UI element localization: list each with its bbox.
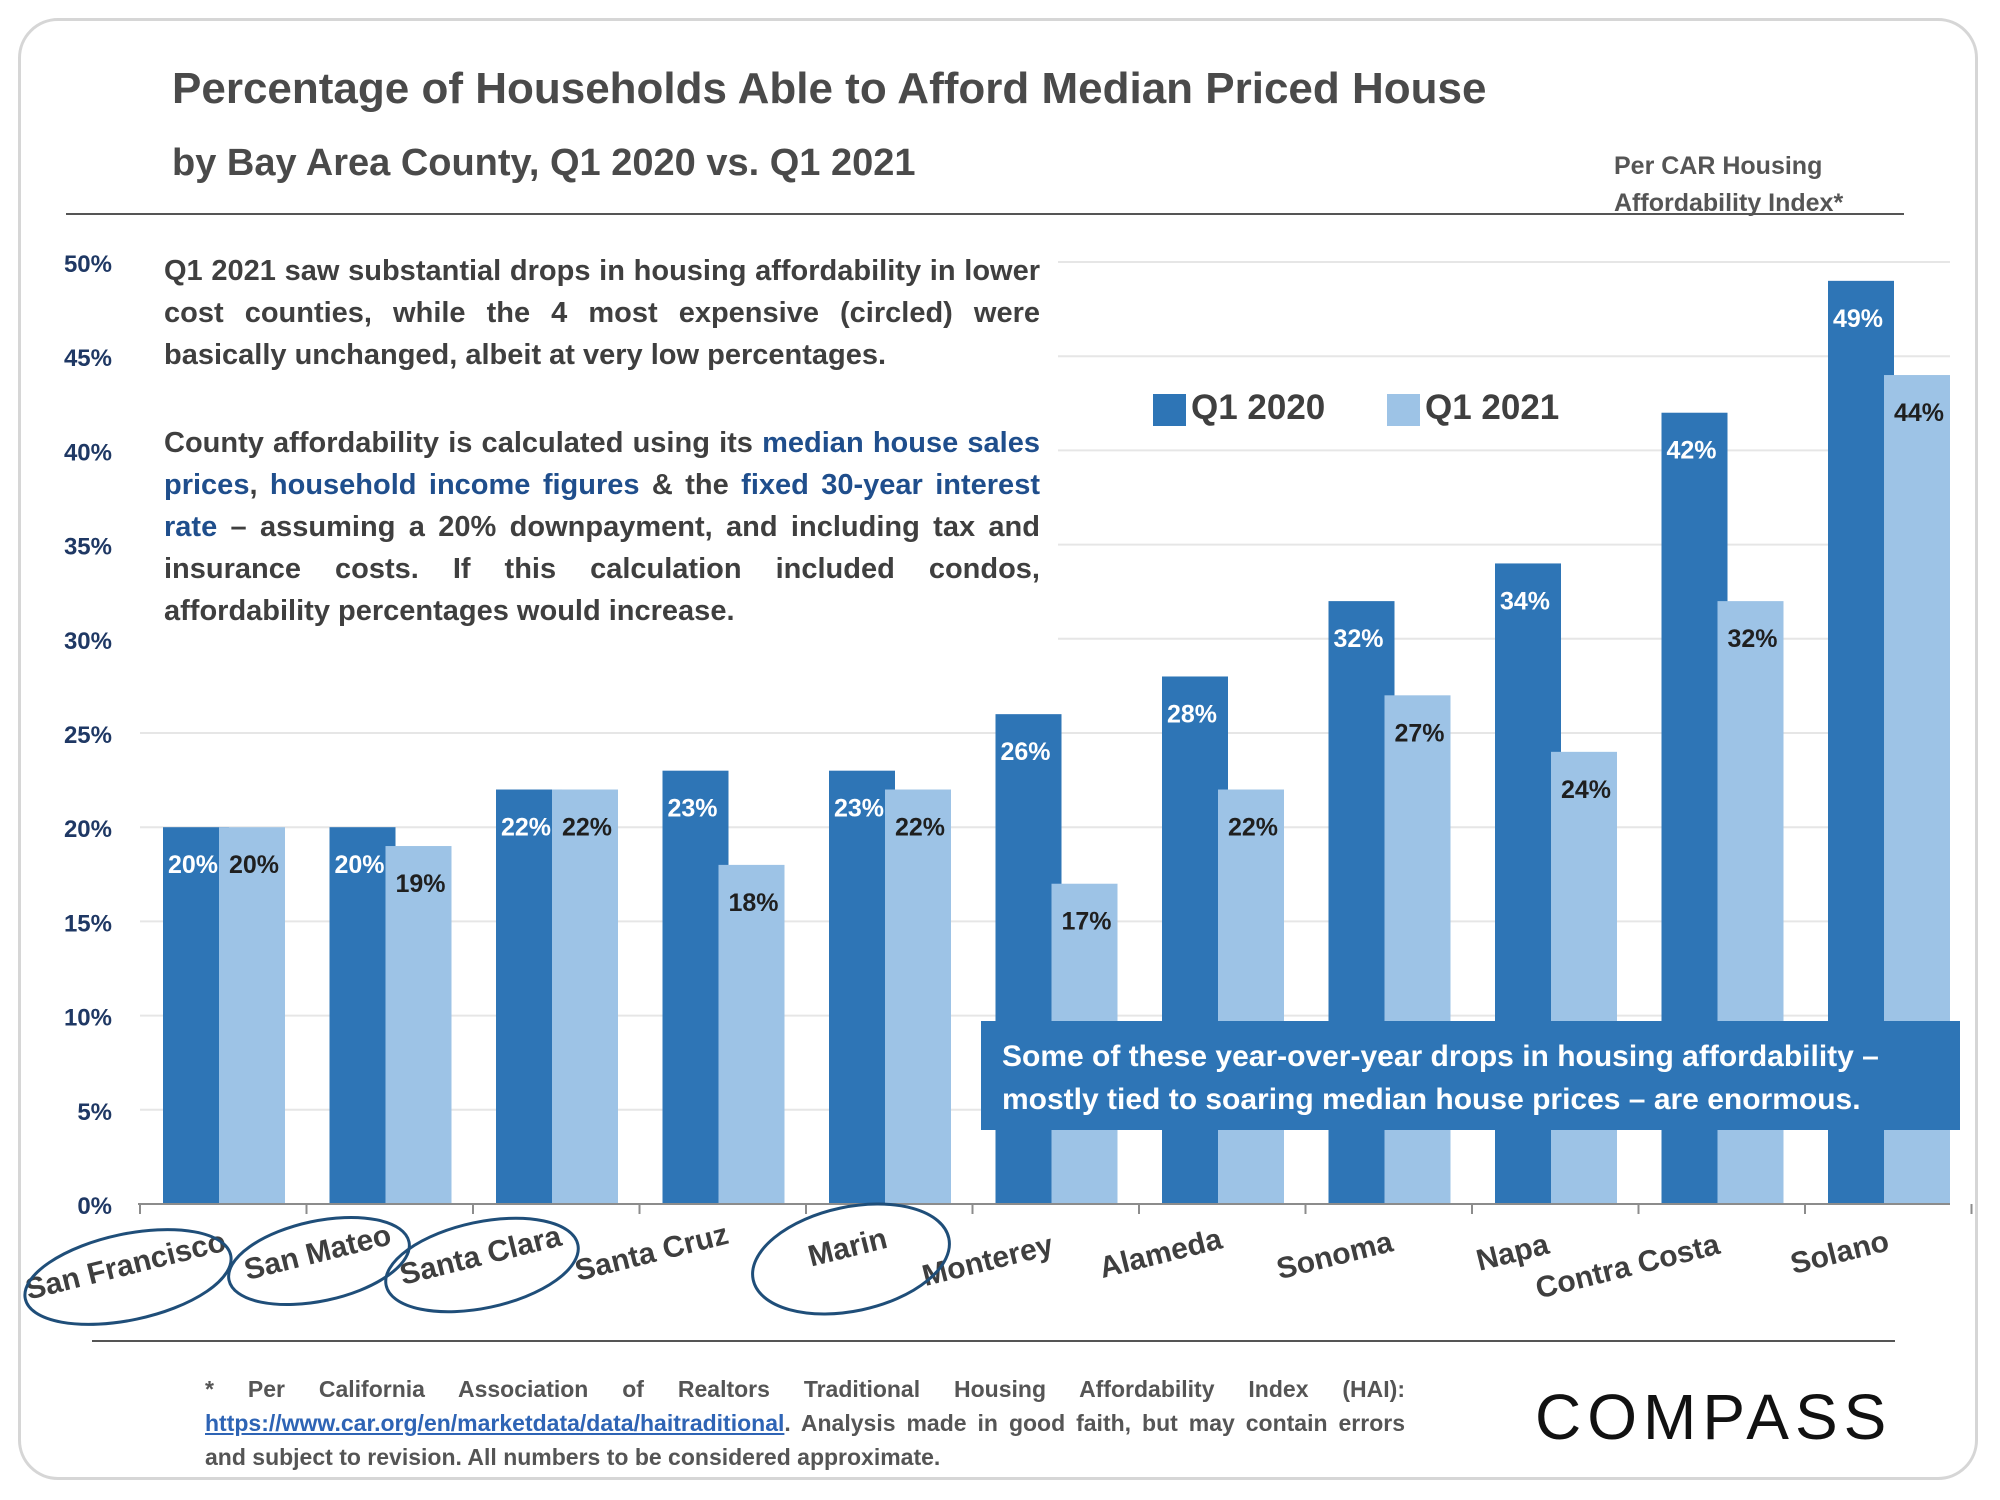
note-highlight-income: household income figures xyxy=(269,469,640,501)
y-tick-label: 35% xyxy=(64,534,112,561)
source-link[interactable]: https://www.car.org/en/marketdata/data/h… xyxy=(205,1410,785,1436)
bar-q1-2021 xyxy=(219,827,285,1204)
index-note-line1: Per CAR Housing xyxy=(1614,152,1823,180)
note-highlight-prices: median house sales prices xyxy=(164,427,1040,501)
footer-rule xyxy=(92,1340,1895,1342)
highlight-circle xyxy=(384,1216,580,1314)
data-label-q1-2020: 26% xyxy=(1000,738,1050,766)
summary-note: Q1 2021 saw substantial drops in housing… xyxy=(164,255,1040,371)
x-category-label: Marin xyxy=(805,1222,891,1273)
data-label-q1-2021: 24% xyxy=(1561,776,1611,804)
x-category-label: Alameda xyxy=(1096,1223,1226,1285)
legend-swatch-q1-2021 xyxy=(1387,394,1420,426)
data-label-q1-2020: 28% xyxy=(1167,700,1217,728)
callout-box: Some of these year-over-year drops in ho… xyxy=(981,1021,1960,1130)
highlight-circle xyxy=(227,1215,411,1307)
data-label-q1-2020: 20% xyxy=(334,851,384,879)
x-category-label: Napa xyxy=(1473,1228,1552,1278)
footnote-text: . Analysis made in good faith, but may c… xyxy=(205,1410,1405,1470)
y-tick-label: 20% xyxy=(64,816,112,843)
note-text: , xyxy=(249,469,270,501)
data-label-q1-2020: 49% xyxy=(1833,305,1883,333)
data-label-q1-2021: 44% xyxy=(1894,399,1944,427)
data-label-q1-2020: 23% xyxy=(667,795,717,823)
bar-q1-2020 xyxy=(829,770,895,1204)
bar-q1-2021 xyxy=(1218,789,1284,1204)
y-tick-label: 5% xyxy=(77,1099,112,1126)
y-tick-label: 40% xyxy=(64,439,112,466)
y-tick-label: 0% xyxy=(77,1193,112,1220)
bar-q1-2020 xyxy=(329,827,396,1204)
x-category-label: Contra Costa xyxy=(1532,1228,1723,1306)
note-text: & the xyxy=(639,469,742,501)
callout-line2: mostly tied to soaring median house pric… xyxy=(1002,1083,1861,1116)
x-category-label: San Francisco xyxy=(22,1225,229,1307)
highlight-circle xyxy=(23,1228,233,1326)
data-label-q1-2021: 17% xyxy=(1061,908,1111,936)
callout-line1: Some of these year-over-year drops in ho… xyxy=(1002,1040,1879,1073)
data-label-q1-2020: 20% xyxy=(168,851,218,879)
bar-q1-2020 xyxy=(496,789,562,1204)
data-label-q1-2021: 19% xyxy=(395,870,445,898)
footnote: * Per California Association of Realtors… xyxy=(205,1372,1405,1474)
x-category-label: Monterey xyxy=(919,1229,1057,1293)
x-category-label: Santa Clara xyxy=(397,1220,565,1292)
bar-q1-2021 xyxy=(718,864,785,1204)
legend-label-q1-2020: Q1 2020 xyxy=(1191,388,1325,427)
bar-q1-2021 xyxy=(552,789,618,1204)
y-tick-label: 15% xyxy=(64,910,112,937)
data-label-q1-2021: 22% xyxy=(562,814,612,842)
compass-logo: COMPASS xyxy=(1535,1381,1893,1453)
x-category-label: Solano xyxy=(1787,1225,1892,1281)
header-rule xyxy=(66,213,1904,215)
data-label-q1-2020: 42% xyxy=(1666,437,1716,465)
data-label-q1-2021: 22% xyxy=(1228,814,1278,842)
x-category-label: San Mateo xyxy=(241,1219,395,1287)
note-highlight-rate: fixed 30-year interest rate xyxy=(164,469,1040,543)
highlight-circle xyxy=(751,1202,951,1316)
legend-swatch-q1-2020 xyxy=(1153,394,1186,426)
bar-q1-2021 xyxy=(885,789,951,1204)
x-category-label: Santa Cruz xyxy=(572,1218,732,1288)
y-tick-label: 45% xyxy=(64,345,112,372)
index-note: Per CAR Housing Affordability Index* xyxy=(1614,148,1843,222)
legend-label-q1-2021: Q1 2021 xyxy=(1425,388,1559,427)
chart-title: Percentage of Households Able to Afford … xyxy=(172,64,1487,113)
data-label-q1-2020: 23% xyxy=(834,795,884,823)
chart-subtitle: by Bay Area County, Q1 2020 vs. Q1 2021 xyxy=(172,142,916,184)
data-label-q1-2021: 32% xyxy=(1727,625,1777,653)
y-tick-label: 30% xyxy=(64,628,112,655)
data-label-q1-2020: 34% xyxy=(1500,587,1550,615)
y-tick-label: 50% xyxy=(64,251,112,278)
data-label-q1-2020: 22% xyxy=(501,814,551,842)
bar-q1-2020 xyxy=(662,770,729,1204)
y-tick-label: 25% xyxy=(64,722,112,749)
note-text: – assuming a 20% downpayment, and includ… xyxy=(164,511,1040,627)
data-label-q1-2021: 18% xyxy=(728,889,778,917)
methodology-note: County affordability is calculated using… xyxy=(164,422,1040,632)
index-note-line2: Affordability Index* xyxy=(1614,189,1844,217)
note-text: County affordability is calculated using… xyxy=(164,427,763,459)
bar-q1-2020 xyxy=(163,827,229,1204)
bar-q1-2021 xyxy=(385,846,452,1204)
data-label-q1-2021: 20% xyxy=(229,851,279,879)
data-label-q1-2021: 27% xyxy=(1394,719,1444,747)
bar-q1-2021 xyxy=(1551,751,1617,1204)
data-label-q1-2021: 22% xyxy=(895,814,945,842)
footnote-text: * Per California Association of Realtors… xyxy=(205,1376,1405,1402)
x-category-label: Sonoma xyxy=(1273,1225,1396,1286)
data-label-q1-2020: 32% xyxy=(1333,625,1383,653)
y-tick-label: 10% xyxy=(64,1005,112,1032)
